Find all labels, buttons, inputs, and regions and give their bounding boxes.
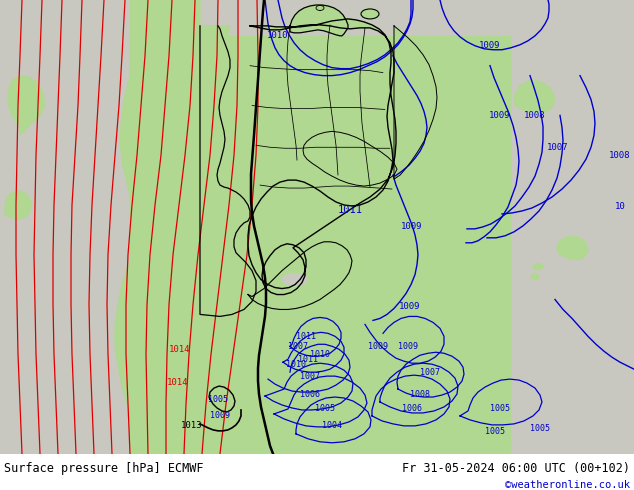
Polygon shape [290,5,348,36]
Ellipse shape [533,264,543,270]
Text: 1008: 1008 [609,151,631,160]
Text: 1005: 1005 [315,404,335,414]
Text: 1007: 1007 [420,368,440,377]
Polygon shape [303,131,397,186]
Polygon shape [510,0,634,454]
Polygon shape [514,80,555,114]
Text: 1009: 1009 [489,111,511,120]
Text: 1010: 1010 [286,360,306,368]
Text: 1007: 1007 [288,342,308,351]
Text: Fr 31-05-2024 06:00 UTC (00+102): Fr 31-05-2024 06:00 UTC (00+102) [402,462,630,475]
Text: 1006: 1006 [402,404,422,414]
Polygon shape [200,26,256,317]
Text: 1005: 1005 [208,394,228,403]
Polygon shape [5,190,32,220]
Text: 1014: 1014 [167,378,189,387]
Text: 10: 10 [614,202,625,212]
Text: 1009: 1009 [401,222,423,231]
Polygon shape [394,26,437,179]
Text: 1010: 1010 [268,31,288,40]
Text: 1011: 1011 [298,355,318,364]
Polygon shape [0,0,200,454]
Text: 1006: 1006 [300,390,320,398]
Polygon shape [115,0,200,454]
Text: 1007: 1007 [547,143,569,152]
Polygon shape [8,75,45,135]
Text: 1007: 1007 [300,371,320,381]
Text: 1014: 1014 [169,345,191,354]
Bar [130,36,510,454]
Polygon shape [200,26,250,317]
Text: 1008: 1008 [524,111,546,120]
Text: 1010: 1010 [310,350,330,359]
Polygon shape [557,237,588,260]
Polygon shape [200,0,634,36]
Text: 1009: 1009 [398,342,418,351]
Ellipse shape [361,9,379,19]
Text: 1005: 1005 [485,427,505,437]
Text: 1009: 1009 [210,412,230,420]
Text: 1013: 1013 [181,421,203,430]
Ellipse shape [531,274,539,279]
Text: 1005: 1005 [530,424,550,433]
Ellipse shape [316,5,324,10]
Polygon shape [200,0,634,75]
Polygon shape [248,19,396,294]
Text: 1009: 1009 [368,342,388,351]
Text: 1009: 1009 [479,41,501,50]
Text: 1004: 1004 [322,421,342,430]
Text: 1011: 1011 [296,332,316,341]
Polygon shape [350,0,634,16]
Text: Surface pressure [hPa] ECMWF: Surface pressure [hPa] ECMWF [4,462,204,475]
Polygon shape [248,242,352,310]
Text: 1008: 1008 [410,390,430,398]
Text: 1011: 1011 [337,205,363,215]
Text: ©weatheronline.co.uk: ©weatheronline.co.uk [505,480,630,490]
Text: 1009: 1009 [399,302,421,311]
Text: 1005: 1005 [490,404,510,414]
Polygon shape [0,0,45,255]
Ellipse shape [283,273,307,286]
